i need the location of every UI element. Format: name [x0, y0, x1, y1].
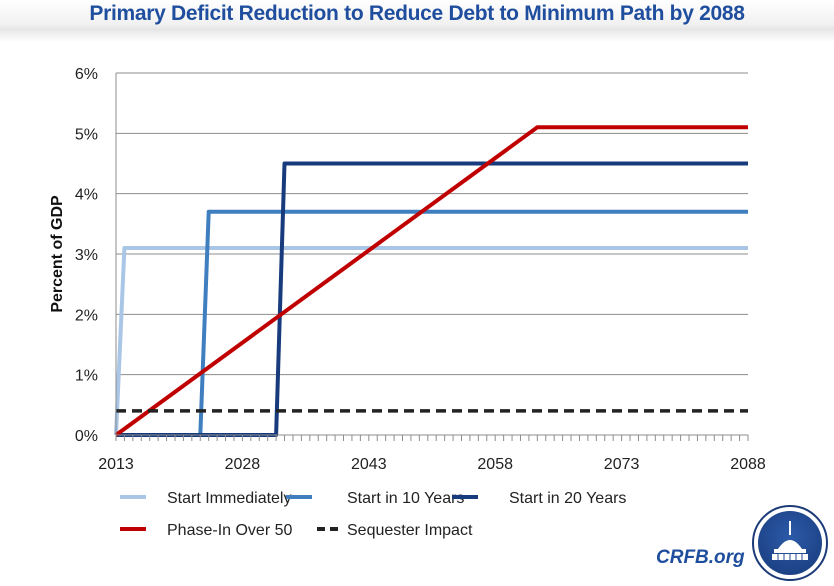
chart-title: Primary Deficit Reduction to Reduce Debt… [89, 2, 745, 25]
y-tick-label: 3% [75, 247, 98, 264]
capitol-dome-logo-icon [752, 505, 828, 581]
y-tick-label: 2% [75, 307, 98, 324]
series-lines [114, 125, 748, 437]
y-axis-title: Percent of GDP [49, 195, 66, 313]
y-tick-label: 0% [75, 428, 98, 445]
gridlines [116, 72, 748, 376]
x-tick-label: 2058 [477, 456, 513, 473]
x-tick-label: 2043 [351, 456, 387, 473]
crfb-site-link[interactable]: CRFB.org [656, 547, 745, 568]
legend-label: Sequester Impact [347, 522, 473, 539]
y-tick-label: 5% [75, 126, 98, 143]
title-divider [0, 30, 834, 42]
series-line-start-in-10-years [116, 209, 748, 437]
legend-item: Start in 20 Years [452, 490, 626, 507]
legend-item: Phase-In Over 50 [120, 522, 293, 539]
series-line-start-immediately [114, 246, 748, 436]
series-line-phase-in-over-50 [114, 125, 748, 437]
title-bar [0, 0, 834, 30]
x-tick-label: 2073 [604, 456, 640, 473]
legend-label: Phase-In Over 50 [167, 522, 293, 539]
legend-item: Start Immediately [120, 490, 291, 507]
x-tick-label: 2088 [730, 456, 766, 473]
legend-label: Start in 20 Years [509, 490, 626, 507]
y-tick-label: 4% [75, 187, 98, 204]
legend-item: Sequester Impact [317, 522, 473, 539]
legend: Start Immediately Start in 10 Years Start … [120, 490, 626, 539]
x-tick-label: 2028 [225, 456, 261, 473]
y-tick-label: 6% [75, 66, 98, 83]
axes: 0% 1% 2% 3% 4% 5% 6% 2013 2028 2043 2058 2073 2088 [75, 66, 766, 473]
x-tick-label: 2013 [98, 456, 134, 473]
y-tick-label: 1% [75, 368, 98, 385]
legend-label: Start in 10 Years [347, 490, 464, 507]
legend-label: Start Immediately [167, 490, 291, 507]
legend-item: Start in 10 Years [286, 490, 464, 507]
